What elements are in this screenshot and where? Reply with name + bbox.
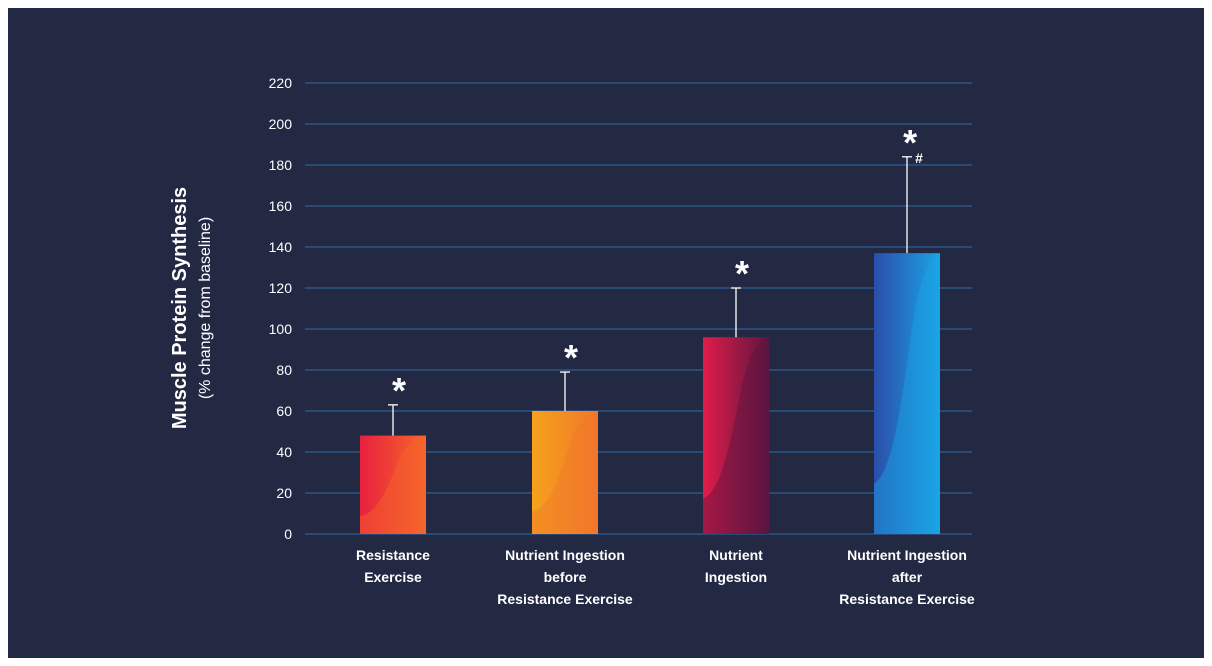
y-tick-label: 200 [269, 116, 293, 132]
significance-label: * [735, 253, 749, 294]
bar-4 [874, 253, 940, 534]
error-bars [388, 156, 912, 436]
y-tick-label: 220 [269, 75, 293, 91]
y-tick-label: 60 [276, 403, 292, 419]
error-bar-2 [560, 371, 570, 411]
bar-swoosh [532, 411, 598, 534]
x-category-label: Resistance Exercise [356, 547, 430, 585]
y-tick-label: 100 [269, 321, 293, 337]
error-bar-1 [388, 404, 398, 436]
y-tick-label: 180 [269, 157, 293, 173]
bar-rect [532, 411, 598, 534]
bar-rect [703, 337, 769, 534]
bars [360, 253, 940, 534]
bar-swoosh [703, 337, 769, 534]
bar-rect [874, 253, 940, 534]
significance-label: * [564, 337, 578, 378]
y-axis-title: Muscle Protein Synthesis [169, 187, 191, 429]
y-tick-label: 120 [269, 280, 293, 296]
y-axis-subtitle: (% change from baseline) [197, 217, 214, 399]
bar-1 [360, 435, 426, 534]
bar-rect [360, 435, 426, 534]
y-tick-label: 0 [284, 526, 292, 542]
y-tick-label: 160 [269, 198, 293, 214]
y-tick-label: 140 [269, 239, 293, 255]
chart-panel [8, 8, 1204, 658]
y-tick-label: 80 [276, 362, 292, 378]
x-category-label: Nutrient Ingestion after Resistance Exerci… [839, 547, 975, 607]
bar-2 [532, 411, 598, 534]
x-category-label: Nutrient Ingestion before Resistance Exerc… [497, 547, 633, 607]
significance-label: *# [903, 122, 923, 166]
error-bar-4 [902, 156, 912, 254]
significance-annotations: * * * *# [392, 122, 923, 411]
y-axis-ticks: 0 20 40 60 80 100 120 140 160 180 200 220 [269, 75, 293, 542]
x-category-label: Nutrient Ingestion [705, 547, 767, 585]
y-axis-label: Muscle Protein Synthesis [169, 187, 191, 429]
bar-swoosh [360, 435, 426, 534]
significance-label: * [392, 370, 406, 411]
bar-3 [703, 337, 769, 534]
y-tick-label: 20 [276, 485, 292, 501]
error-bar-3 [731, 287, 741, 338]
y-tick-label: 40 [276, 444, 292, 460]
y-axis-sublabel: (% change from baseline) [197, 217, 214, 399]
bar-swoosh [874, 253, 940, 534]
x-axis-categories: Resistance Exercise Nutrient Ingestion befo… [356, 547, 975, 607]
